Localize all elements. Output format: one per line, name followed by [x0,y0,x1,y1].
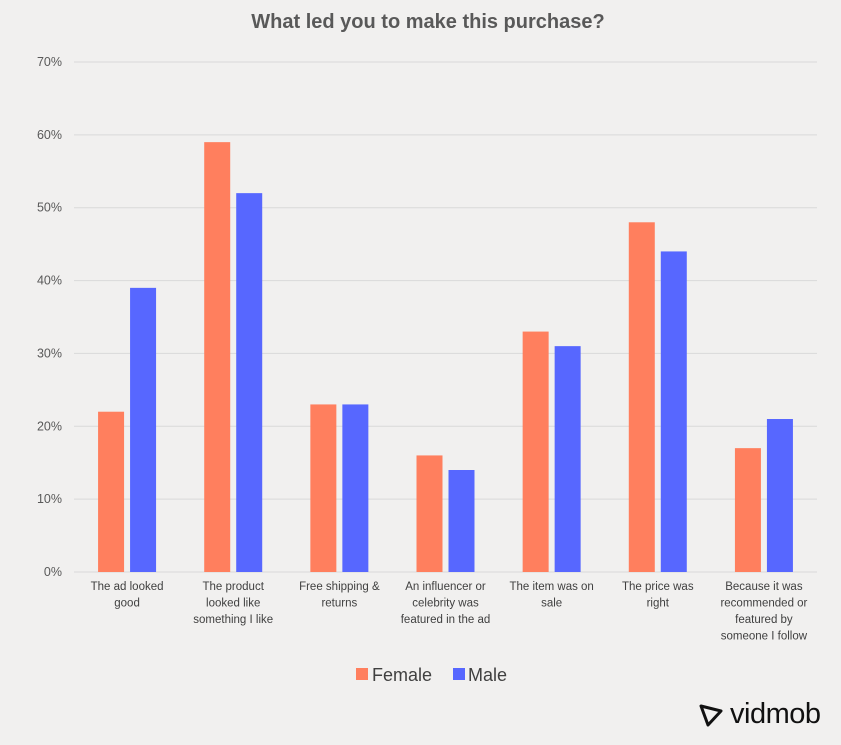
y-axis-ticks: 0% 10% 20% 30% 40% 50% 60% 70% [37,55,62,579]
x-category-label: An influencer or celebrity was featured in… [401,581,491,626]
bar-female [204,142,231,572]
brand-name: vidmob [730,698,821,730]
y-tick-label: 70% [37,55,62,69]
bar-male [236,193,263,572]
bar-male [554,346,581,572]
x-category-label: The item was on sale [509,581,593,610]
y-tick-label: 50% [37,201,62,215]
bar-male [342,404,369,572]
x-category-label: Because it was recommended or featured by s… [720,581,807,643]
x-axis-categories: The ad looked good The product looked like s… [91,581,808,643]
x-category-label: Free shipping & returns [299,581,380,610]
bars [98,142,793,573]
y-tick-label: 30% [37,346,62,360]
bar-female [416,455,443,572]
bar-male [660,251,687,572]
bar-male [766,419,793,572]
y-tick-label: 10% [37,492,62,506]
y-tick-label: 20% [37,419,62,433]
bar-female [98,411,125,572]
y-tick-label: 60% [37,128,62,142]
x-category-label: The product looked like something I like [193,581,273,626]
bar-female [628,222,655,573]
y-tick-label: 0% [44,565,62,579]
bar-female [522,331,549,572]
legend-swatch-male [453,668,465,680]
bar-male [130,287,157,572]
legend-label-male: Male [468,665,507,685]
bar-female [734,448,761,572]
x-category-label: The price was right [622,581,694,610]
legend-label-female: Female [372,665,432,685]
y-tick-label: 40% [37,274,62,288]
bar-male [448,470,475,572]
gridlines [74,61,817,573]
legend-swatch-female [356,668,368,680]
chart-title: What led you to make this purchase? [251,11,604,33]
legend: Female Male [356,665,507,685]
vidmob-logo-icon [699,704,723,726]
x-category-label: The ad looked good [91,581,164,610]
brand-logo: vidmob [698,700,821,729]
bar-female [310,404,337,572]
